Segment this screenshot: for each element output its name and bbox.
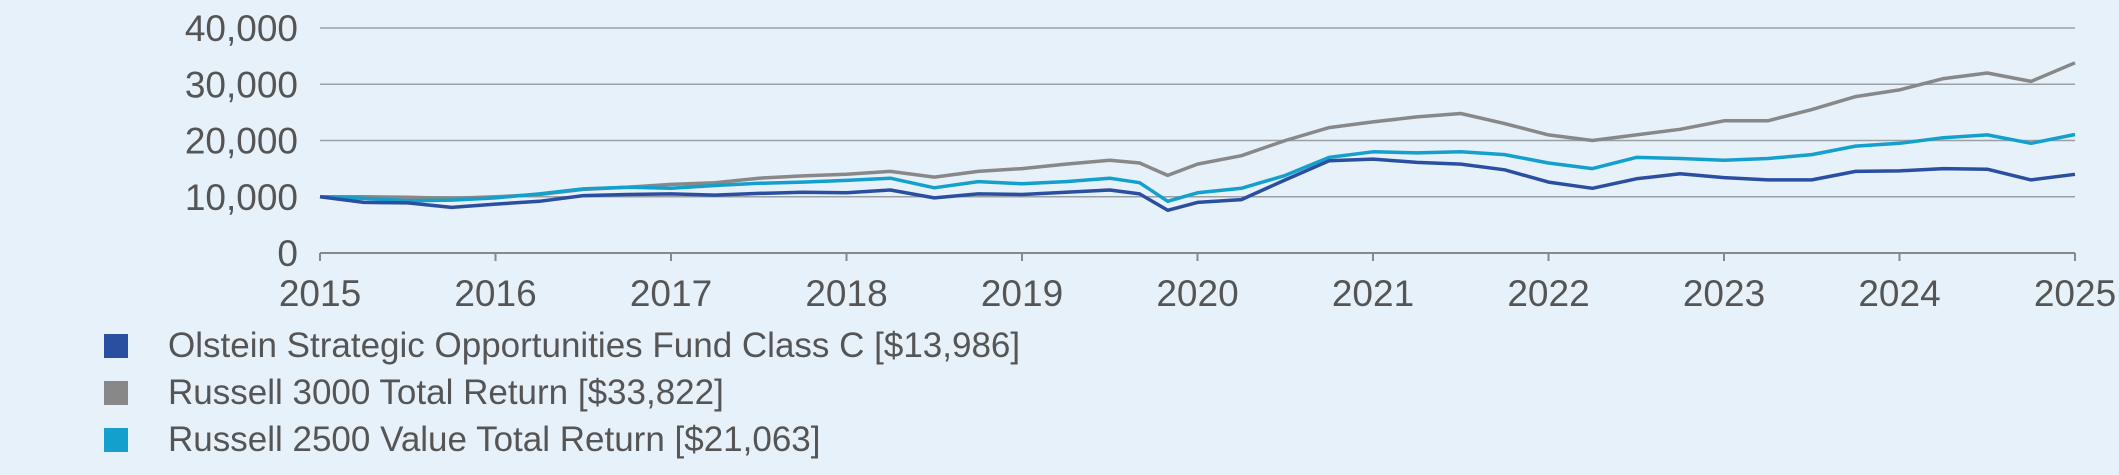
x-axis <box>319 252 2076 261</box>
x-axis-tick-labels: 2015 2016 2017 2018 2019 2020 2021 2022 2023 2024… <box>279 273 2116 314</box>
legend: Olstein Strategic Opportunities Fund Cla… <box>104 322 1020 463</box>
y-tick-label: 30,000 <box>185 64 298 105</box>
legend-swatch-russell-3000 <box>104 380 128 405</box>
x-tick-label: 2024 <box>1858 273 1940 314</box>
legend-label-olstein: Olstein Strategic Opportunities Fund Cla… <box>168 325 1021 365</box>
series-line-russell-2500-value <box>319 132 2076 204</box>
x-tick-label: 2017 <box>630 273 712 314</box>
x-tick-label: 2019 <box>981 273 1063 314</box>
series-line-olstein <box>319 157 2076 213</box>
y-tick-label: 20,000 <box>185 121 298 162</box>
legend-swatch-olstein <box>104 333 128 358</box>
gridlines <box>320 27 2075 198</box>
x-tick-label: 2018 <box>805 273 887 314</box>
legend-item-olstein: Olstein Strategic Opportunities Fund Cla… <box>104 322 1020 369</box>
x-tick-label: 2021 <box>1332 273 1414 314</box>
x-tick-label: 2023 <box>1683 273 1765 314</box>
y-tick-label: 40,000 <box>185 8 298 49</box>
legend-swatch-russell-2500-value <box>104 427 128 452</box>
y-tick-label: 0 <box>277 233 298 274</box>
x-tick-label: 2025 <box>2034 273 2116 314</box>
x-tick-label: 2020 <box>1156 273 1238 314</box>
y-tick-label: 10,000 <box>185 177 298 218</box>
legend-item-russell-2500-value: Russell 2500 Value Total Return [$21,063… <box>104 416 1020 463</box>
y-axis-tick-labels: 0 10,000 20,000 30,000 40,000 <box>185 8 298 274</box>
series-line-russell-3000 <box>320 61 2076 201</box>
legend-label-russell-2500-value: Russell 2500 Value Total Return [$21,063… <box>168 419 821 459</box>
series-lines <box>319 61 2076 213</box>
x-tick-label: 2022 <box>1507 273 1589 314</box>
legend-label-russell-3000: Russell 3000 Total Return [$33,822] <box>168 372 724 412</box>
x-tick-label: 2016 <box>454 273 536 314</box>
legend-item-russell-3000: Russell 3000 Total Return [$33,822] <box>104 369 1020 416</box>
x-tick-label: 2015 <box>279 273 361 314</box>
